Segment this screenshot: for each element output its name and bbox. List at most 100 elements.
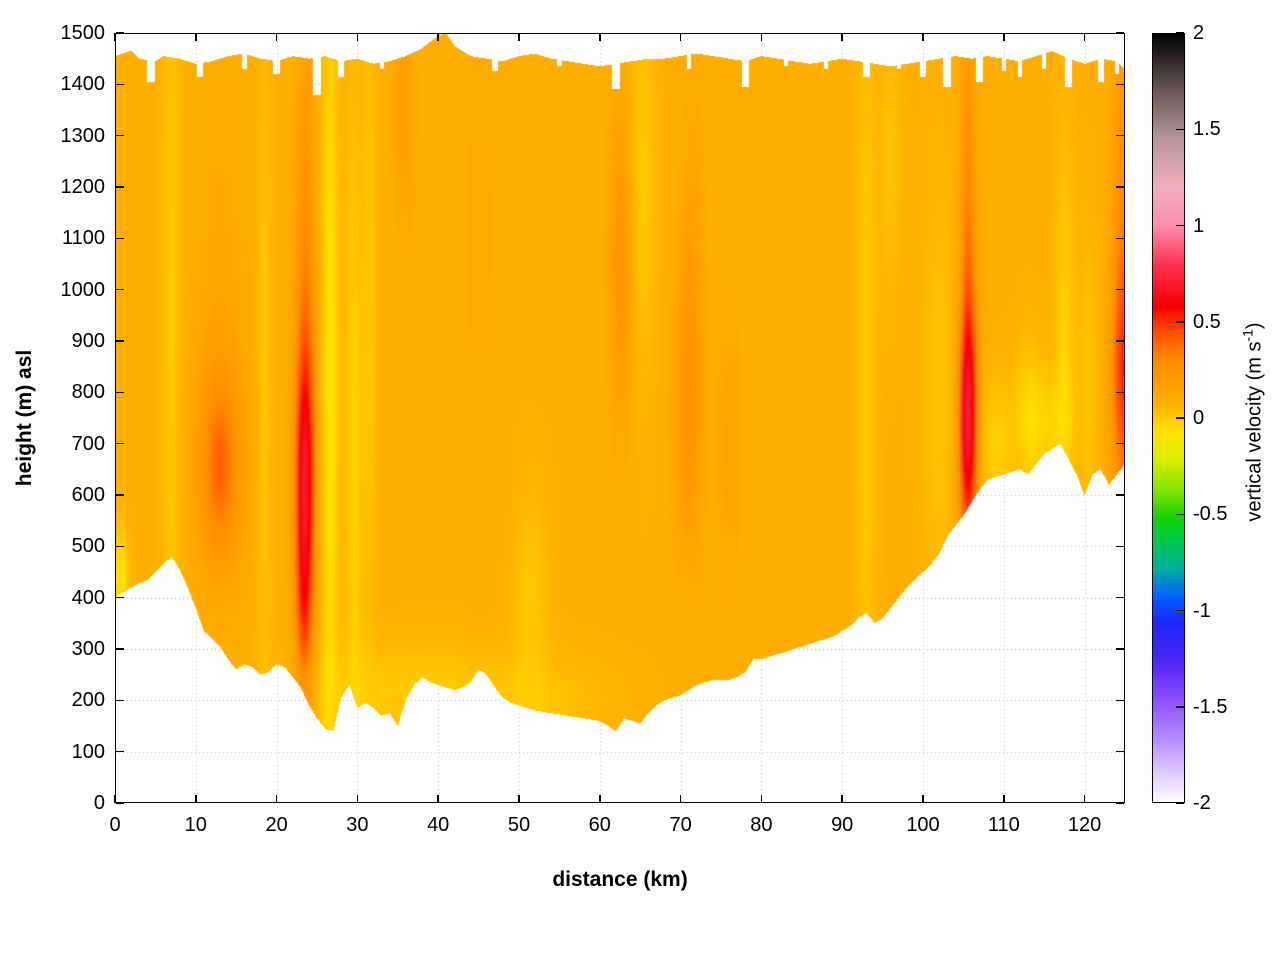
y-tick-label: 500	[71, 535, 105, 558]
colorbar-tick-label: 0.5	[1193, 310, 1221, 333]
y-tick-label: 1400	[60, 73, 106, 96]
x-tick-label: 90	[831, 814, 854, 836]
x-axis-tick	[841, 795, 843, 803]
colorbar-label-close: )	[1243, 322, 1266, 330]
x-axis-mirror-tick	[599, 33, 601, 41]
y-axis-tick	[116, 648, 124, 650]
colorbar-tick-label: 2	[1193, 22, 1205, 44]
y-tick-label: 0	[93, 792, 105, 814]
y-axis-mirror-tick	[1116, 391, 1124, 394]
colorbar-label-superscript: -1	[1239, 329, 1256, 342]
y-axis-mirror-tick	[1116, 494, 1124, 496]
y-tick-label: 300	[71, 638, 105, 660]
x-axis-label: distance (km)	[552, 868, 688, 891]
colorbar-tick	[1176, 224, 1184, 227]
colorbar-tick	[1176, 513, 1184, 515]
y-tick-label: 200	[71, 689, 105, 712]
x-axis-tick	[275, 795, 278, 803]
y-axis-tick	[116, 442, 124, 445]
y-axis-mirror-tick	[1116, 32, 1124, 34]
x-tick-label: 100	[906, 814, 940, 836]
x-axis-tick	[1003, 795, 1005, 803]
y-axis-mirror-tick	[1116, 83, 1124, 86]
y-axis-mirror-tick	[1116, 545, 1124, 548]
x-axis-mirror-tick	[922, 33, 924, 41]
y-axis-tick	[116, 802, 124, 804]
colorbar-tick-label: 1.5	[1193, 118, 1221, 141]
colorbar-tick	[1176, 706, 1184, 708]
y-axis-tick	[116, 237, 124, 240]
colorbar-tick	[1176, 417, 1184, 419]
y-axis-tick	[116, 134, 124, 137]
x-tick-label: 70	[669, 814, 692, 836]
y-axis-mirror-tick	[1116, 340, 1124, 342]
y-axis-mirror-tick	[1116, 186, 1124, 188]
y-axis-mirror-tick	[1116, 596, 1124, 599]
x-axis-mirror-tick	[275, 33, 278, 41]
y-axis-mirror-tick	[1116, 134, 1124, 137]
x-axis-tick	[922, 795, 924, 803]
colorbar-tick-label: -1	[1193, 599, 1211, 622]
x-tick-label: 80	[750, 814, 773, 836]
y-axis-tick	[116, 750, 124, 753]
y-axis-tick	[116, 545, 124, 548]
x-axis-tick	[195, 795, 197, 803]
x-axis-mirror-tick	[437, 33, 439, 41]
x-tick-label: 20	[265, 814, 288, 836]
y-axis-tick	[116, 32, 124, 34]
y-axis-tick	[116, 83, 124, 86]
y-tick-label: 400	[71, 586, 105, 609]
x-axis-tick	[679, 795, 682, 803]
colorbar-tick-label: 1	[1193, 214, 1205, 237]
colorbar-tick	[1176, 32, 1184, 34]
y-axis-mirror-tick	[1116, 699, 1124, 702]
x-axis-tick	[599, 795, 601, 803]
x-axis-mirror-tick	[679, 33, 682, 41]
x-tick-label: 120	[1067, 814, 1102, 836]
colorbar-tick	[1176, 609, 1184, 612]
y-axis-mirror-tick	[1116, 648, 1124, 650]
y-axis-tick	[116, 340, 124, 342]
colorbar-label: vertical velocity (m s-1)	[1240, 322, 1267, 521]
colorbar-tick	[1176, 128, 1184, 130]
x-axis-tick	[114, 795, 116, 803]
x-tick-label: 10	[184, 814, 207, 836]
x-axis-tick	[356, 795, 359, 803]
x-axis-mirror-tick	[841, 33, 843, 41]
x-tick-label: 50	[507, 814, 531, 836]
y-tick-label: 100	[71, 740, 105, 763]
colorbar-label-text: vertical velocity (m s	[1243, 341, 1266, 522]
x-axis-mirror-tick	[1083, 33, 1086, 41]
y-tick-label: 1200	[60, 176, 106, 198]
y-tick-label: 800	[71, 381, 105, 404]
x-tick-label: 30	[346, 814, 369, 836]
y-axis-mirror-tick	[1116, 802, 1124, 804]
y-axis-tick	[116, 288, 124, 291]
colorbar-tick-label: -1.5	[1193, 695, 1228, 718]
colorbar-tick	[1176, 802, 1184, 804]
y-tick-label: 1100	[61, 227, 105, 250]
y-axis-mirror-tick	[1116, 442, 1124, 445]
heatmap-canvas	[115, 33, 1125, 803]
y-tick-label: 1300	[60, 124, 106, 147]
x-axis-mirror-tick	[195, 33, 197, 41]
y-tick-label: 600	[71, 484, 105, 506]
x-tick-label: 0	[109, 814, 121, 836]
x-axis-mirror-tick	[518, 33, 520, 41]
y-tick-label: 900	[71, 330, 105, 352]
colorbar-tick-label: -2	[1193, 792, 1211, 814]
x-axis-mirror-tick	[760, 33, 763, 41]
y-axis-label: height (m) asl	[13, 349, 36, 487]
x-axis-tick	[518, 795, 520, 803]
x-axis-mirror-tick	[356, 33, 359, 41]
y-axis-tick	[116, 391, 124, 394]
x-axis-tick	[760, 795, 763, 803]
y-axis-mirror-tick	[1116, 288, 1124, 291]
y-axis-mirror-tick	[1116, 237, 1124, 240]
x-tick-label: 110	[987, 814, 1020, 836]
x-axis-mirror-tick	[114, 33, 116, 41]
y-axis-tick	[116, 699, 124, 702]
y-axis-tick	[116, 186, 124, 188]
colorbar-tick-label: -0.5	[1193, 503, 1228, 526]
